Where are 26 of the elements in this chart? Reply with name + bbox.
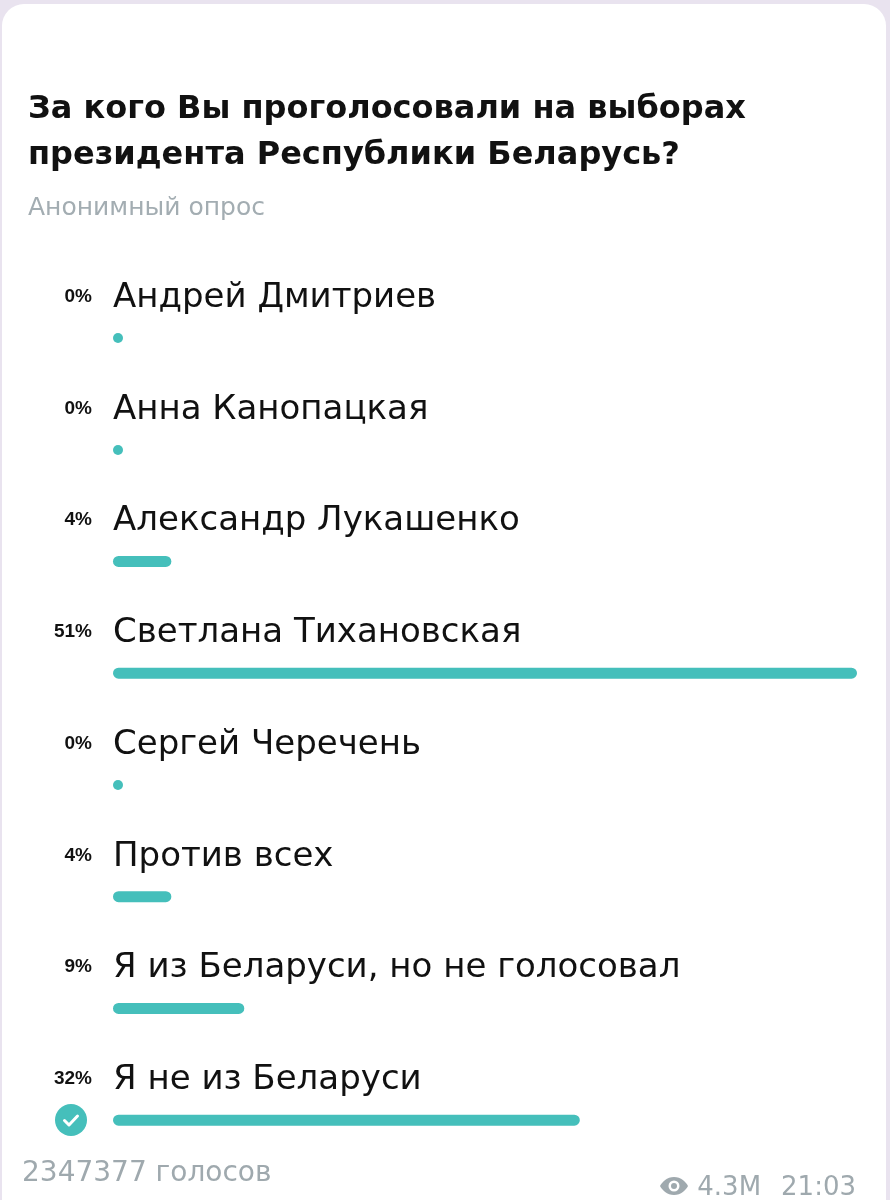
y-tick-label: Светлана Тихановская [113,610,522,651]
bar [113,1002,245,1014]
text: 2347377 голосов [22,1155,272,1189]
data-label: 0% [64,396,93,418]
data-label: 4% [64,508,93,530]
chart-subtitle: Анонимный опрос [28,192,266,222]
bar [113,1114,580,1126]
bar [113,555,172,567]
y-tick-label: Я из Беларуси, но не голосовал [113,945,681,986]
y-tick-label: Анна Канопацкая [113,386,429,427]
y-tick-label: Александр Лукашенко [113,498,520,539]
data-label: 0% [64,284,93,306]
y-tick-label: Против всех [113,833,334,874]
data-label: 4% [64,843,93,865]
data-label: 0% [64,731,93,753]
y-tick-label: Сергей Черечень [113,721,421,762]
y-tick-label: Я не из Беларуси [113,1057,422,1098]
bar [113,667,857,679]
text: 21:03 [781,1171,856,1200]
chart-title: За кого Вы проголосовали на выборах президента Республики Беларусь? [28,87,747,174]
data-label: 51% [53,620,93,642]
data-label: 9% [64,955,93,977]
text: 4.3M [697,1171,762,1200]
bar [113,891,172,903]
data-label: 32% [53,1067,93,1089]
y-tick-label: Андрей Дмитриев [113,274,437,315]
